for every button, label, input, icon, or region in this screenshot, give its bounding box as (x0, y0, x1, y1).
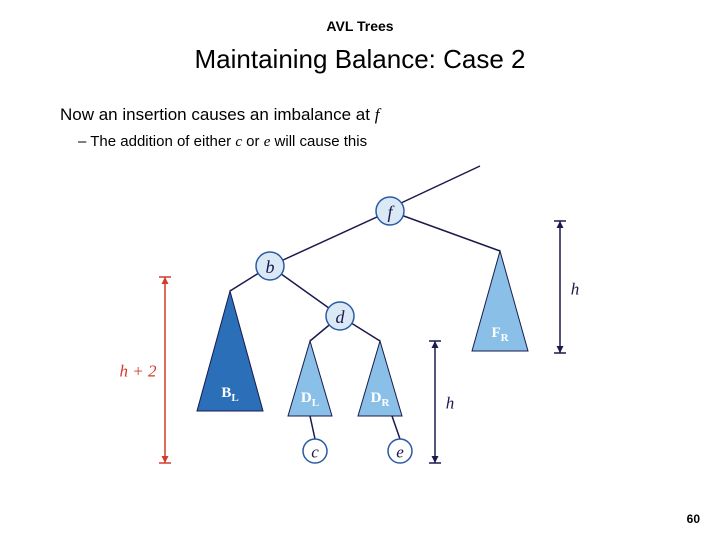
svg-text:h: h (446, 394, 455, 413)
svg-text:h + 2: h + 2 (120, 362, 157, 381)
sub-line: – The addition of either c or e will cau… (78, 133, 720, 151)
svg-text:c: c (311, 443, 319, 462)
sub-mid: or (242, 133, 264, 150)
body-prefix: Now an insertion causes an imbalance at (60, 105, 375, 124)
body-var-f: f (375, 105, 380, 124)
svg-text:h: h (571, 280, 580, 299)
body-line: Now an insertion causes an imbalance at … (60, 105, 720, 125)
svg-text:d: d (336, 307, 346, 327)
sub-suffix: will cause this (270, 133, 367, 150)
page-number: 60 (687, 512, 700, 526)
sub-var-c: c (235, 134, 242, 150)
slide-title: Maintaining Balance: Case 2 (0, 44, 720, 75)
sub-prefix: – The addition of either (78, 133, 235, 150)
svg-text:e: e (396, 443, 404, 462)
slide-header: AVL Trees (0, 0, 720, 34)
svg-text:b: b (266, 257, 275, 277)
avl-diagram: BLDLDRFRfbdceh + 2hh (80, 161, 640, 481)
